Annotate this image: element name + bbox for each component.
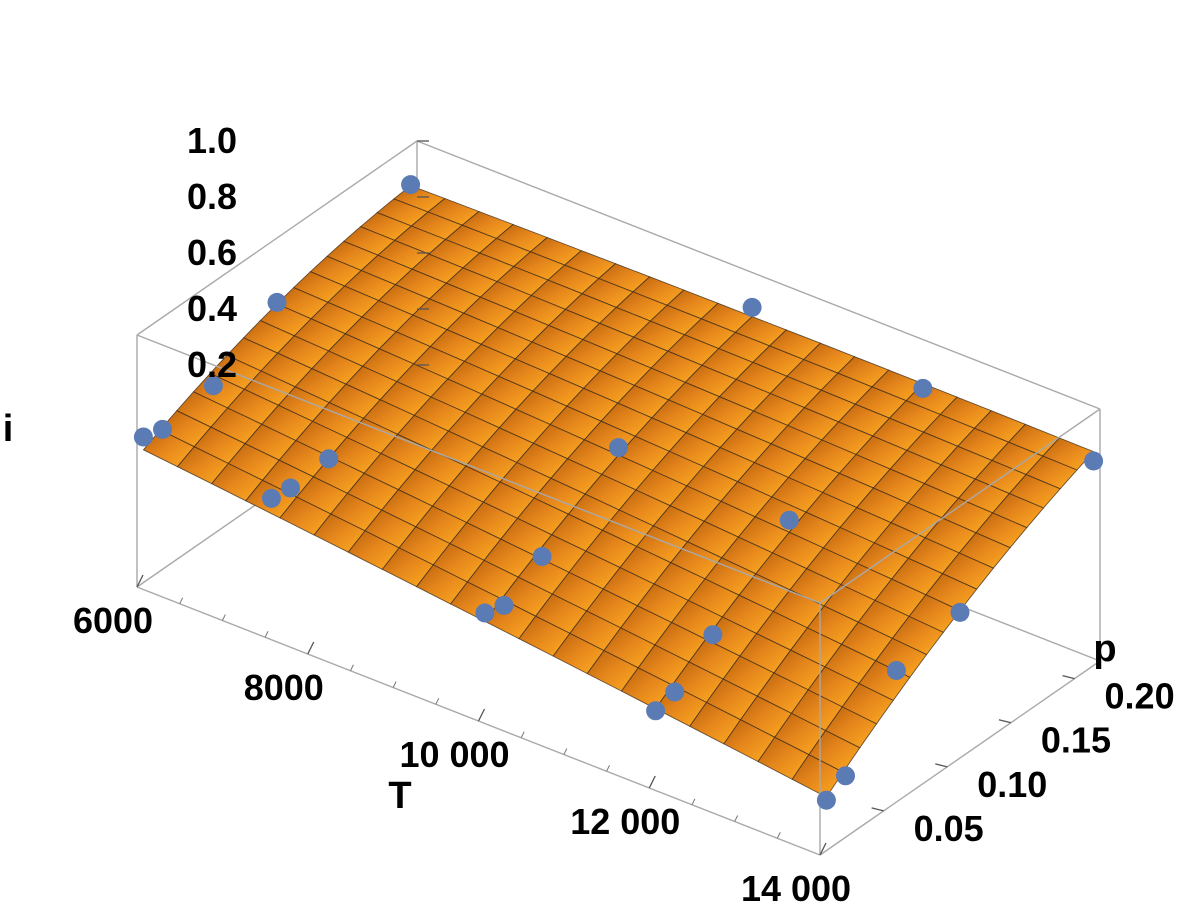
z-tick-label: 0.8 xyxy=(187,176,237,217)
x-minor-tick xyxy=(221,614,226,621)
data-points xyxy=(133,175,1104,810)
box-edge xyxy=(819,660,1101,856)
bounding-box-front xyxy=(136,334,1101,856)
data-point xyxy=(319,449,339,469)
x-minor-tick xyxy=(435,698,440,705)
x-minor-tick xyxy=(264,631,269,638)
x-tick-label: 14 000 xyxy=(741,868,851,904)
x-tick-label: 6000 xyxy=(73,600,153,641)
x-minor-tick xyxy=(349,664,354,671)
data-point xyxy=(494,595,514,615)
x-tick xyxy=(648,775,656,789)
box-edge xyxy=(819,408,1101,604)
x-axis-title: T xyxy=(388,775,411,817)
data-point xyxy=(261,488,281,508)
x-tick xyxy=(136,574,144,588)
data-point xyxy=(609,438,628,458)
x-minor-tick xyxy=(734,815,739,822)
data-point xyxy=(665,682,685,702)
y-tick-label: 0.10 xyxy=(977,764,1047,805)
z-axis-title: i xyxy=(3,408,14,450)
data-point xyxy=(950,602,970,622)
x-minor-tick xyxy=(606,765,611,772)
box-edge xyxy=(136,140,418,336)
data-point xyxy=(401,175,421,195)
data-point xyxy=(886,661,906,680)
data-point xyxy=(742,297,762,317)
data-point xyxy=(816,790,836,810)
x-minor-tick xyxy=(520,731,525,738)
x-tick-label: 10 000 xyxy=(399,734,509,775)
y-tick xyxy=(871,807,884,812)
data-point xyxy=(133,427,153,447)
y-tick-label: 0.05 xyxy=(914,808,984,849)
x-minor-tick xyxy=(691,798,696,805)
z-tick-label: 0.2 xyxy=(187,344,237,385)
data-point xyxy=(281,478,300,498)
data-point xyxy=(153,419,172,439)
data-point xyxy=(532,547,552,566)
x-minor-tick xyxy=(179,597,184,604)
x-tick xyxy=(819,842,827,856)
data-point xyxy=(267,292,287,312)
data-point xyxy=(646,701,666,721)
box-edge xyxy=(136,334,821,604)
data-point xyxy=(1084,451,1104,471)
y-tick xyxy=(998,719,1012,724)
x-minor-tick xyxy=(392,681,397,688)
data-point xyxy=(913,378,933,398)
data-point xyxy=(475,603,495,623)
x-tick-label: 8000 xyxy=(244,667,324,708)
z-tick-label: 0.4 xyxy=(187,288,237,329)
data-point xyxy=(703,625,723,645)
x-minor-tick xyxy=(776,832,781,839)
x-tick-label: 12 000 xyxy=(570,801,680,842)
x-minor-tick xyxy=(563,748,568,755)
y-tick xyxy=(1062,675,1075,680)
data-point xyxy=(836,766,855,786)
data-point xyxy=(203,376,223,396)
x-tick xyxy=(307,641,315,655)
y-tick xyxy=(935,763,948,768)
axis-ticks xyxy=(136,140,1075,856)
box-edge xyxy=(416,140,1101,410)
z-tick-label: 1.0 xyxy=(187,120,237,161)
y-axis-title: p xyxy=(1093,628,1116,670)
y-tick-label: 0.15 xyxy=(1041,720,1111,761)
y-tick-label: 0.20 xyxy=(1105,676,1175,717)
z-tick-label: 0.6 xyxy=(187,232,237,273)
data-point xyxy=(779,510,799,530)
x-tick xyxy=(477,708,486,722)
